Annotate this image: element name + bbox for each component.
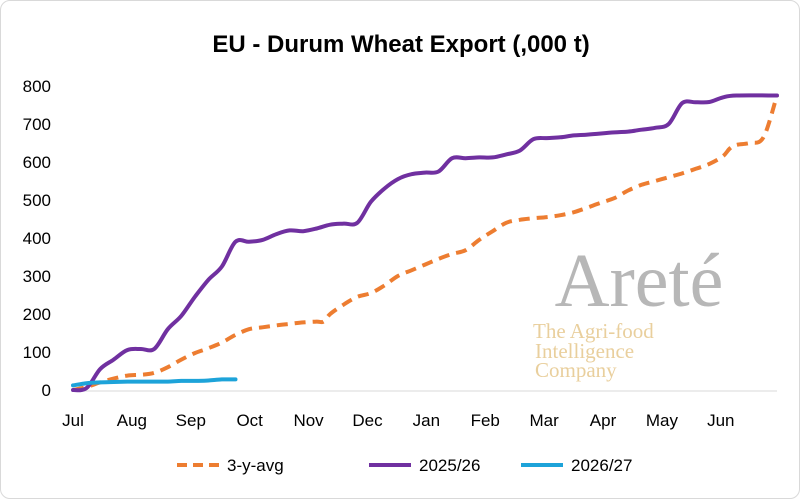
x-tick-label: Dec [352,411,383,430]
arete-watermark: Areté The Agri-food Intelligence Company [533,239,723,382]
series-line-2026-27 [71,377,238,388]
y-tick-label: 100 [23,343,51,362]
x-tick-label: May [646,411,679,430]
y-tick-label: 700 [23,115,51,134]
x-tick-label: Apr [590,411,617,430]
series-line-2025-26 [71,93,779,393]
watermark-tagline-2: Intelligence [535,339,634,363]
x-tick-label: Nov [293,411,324,430]
chart-title: EU - Durum Wheat Export (,000 t) [212,31,589,58]
y-tick-label: 800 [23,77,51,96]
x-tick-label: Sep [176,411,206,430]
x-tick-label: Jun [707,411,734,430]
x-tick-label: Mar [529,411,559,430]
y-tick-label: 600 [23,153,51,172]
legend-label: 2026/27 [571,456,632,475]
y-tick-label: 400 [23,229,51,248]
x-tick-label: Jan [413,411,440,430]
x-tick-label: Aug [117,411,147,430]
y-tick-label: 200 [23,305,51,324]
series-layer [71,93,779,393]
watermark-tagline-1: The Agri-food [533,319,654,343]
x-tick-label: Oct [236,411,263,430]
y-tick-label: 500 [23,191,51,210]
y-tick-label: 0 [42,381,51,400]
x-tick-label: Jul [62,411,84,430]
watermark-tagline-3: Company [535,358,617,382]
x-axis: Jul Aug Sep Oct Nov Dec Jan Feb Mar Apr May Jun [62,390,777,430]
legend: 3-y-avg 2025/26 2026/27 [177,456,632,475]
legend-label: 2025/26 [419,456,480,475]
y-axis: 0 100 200 300 400 500 600 700 800 [23,77,51,400]
y-tick-label: 300 [23,267,51,286]
watermark-brand: Areté [555,239,724,323]
series-line-3-y-avg [72,94,779,392]
x-tick-label: Feb [471,411,500,430]
legend-label: 3-y-avg [227,456,284,475]
